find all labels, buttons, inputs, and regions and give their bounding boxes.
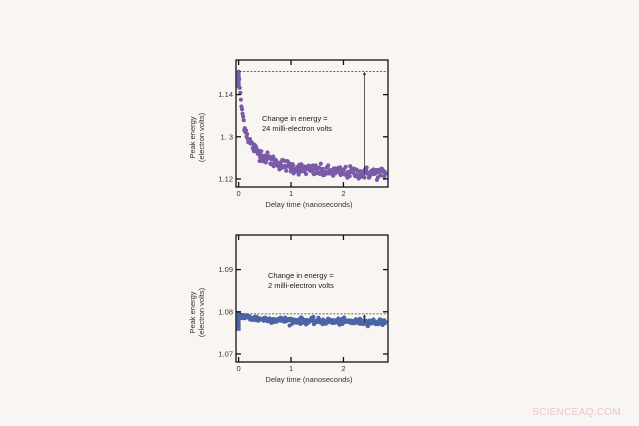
y-axis-title-line1: Peak energy [188,116,197,158]
x-tick-label: 2 [341,364,345,373]
y-tick-label: 1.08 [218,307,233,316]
y-axis-title-line2: (electron volts) [197,287,206,337]
y-tick-label: 1.07 [218,350,233,359]
x-axis-title: Delay time (nanoseconds) [265,375,353,384]
y-tick-label: 1. 3 [220,132,233,141]
data-points [236,311,388,331]
arrow-head-icon [362,314,367,318]
y-axis-title-line2: (electron volts) [197,112,206,162]
annotation-line2: 24 milli-electron volts [262,124,332,133]
x-axis-title: Delay time (nanoseconds) [265,200,353,209]
y-tick-label: 1.09 [218,265,233,274]
top-plot: 0 1 2 1.12 1. 3 1.14 Delay time (nanoseconds) P… [188,59,389,209]
y-tick-label: 1.12 [218,175,233,184]
y-tick-label: 1.14 [218,90,233,99]
data-point [243,128,249,133]
data-point [343,164,348,169]
data-point [239,107,245,112]
annotation-line2: 2 milli-electron volts [268,281,334,290]
data-point [284,168,289,173]
data-point [348,164,353,169]
data-points [236,69,388,183]
bottom-plot: 0 1 2 1.07 1.08 1.09 Delay time (nanoseconds) P… [188,234,389,384]
data-point [383,319,388,325]
data-point [318,161,323,166]
x-tick-label: 2 [341,189,345,198]
data-point [383,171,388,176]
plot-frame [235,234,389,363]
y-axis-title-line1: Peak energy [188,291,197,333]
data-point [341,315,347,320]
data-point [326,163,331,168]
annotation-line1: Change in energy = [268,271,334,280]
x-tick-label: 0 [237,189,241,198]
data-point [263,160,268,165]
watermark: SCIENCEAQ.COM [532,407,621,418]
data-point [347,174,352,179]
x-tick-label: 0 [237,364,241,373]
data-point [378,173,383,178]
data-point [365,324,370,329]
data-point [311,315,316,320]
plot-frame [235,59,389,188]
data-point [303,171,309,177]
data-point [290,163,296,168]
data-point [364,165,369,170]
arrow-head-icon [362,71,367,75]
data-point [358,317,363,322]
data-point [362,175,367,180]
data-point [241,114,246,119]
annotation-line1: Change in energy = [262,114,328,123]
data-point [238,97,243,102]
data-point [265,150,270,155]
data-point [245,131,250,137]
x-tick-label: 1 [289,189,293,198]
data-point [241,118,246,123]
data-point [238,90,243,95]
data-point [361,171,366,176]
data-point [271,154,276,159]
data-point [259,149,264,154]
x-tick-label: 1 [289,364,293,373]
